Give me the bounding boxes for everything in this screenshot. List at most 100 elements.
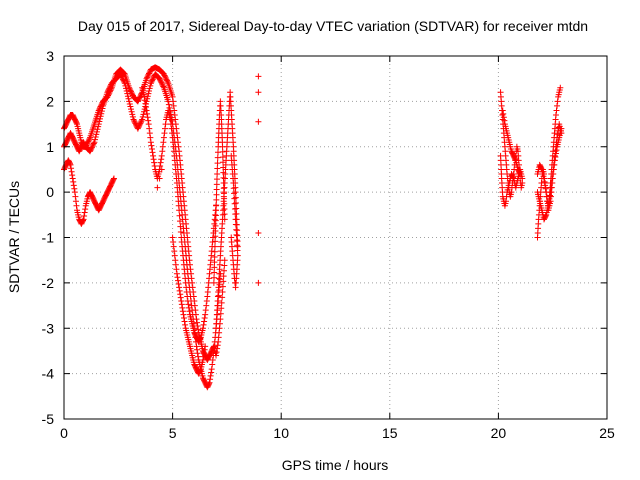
data-point (195, 353, 202, 360)
data-point (181, 315, 188, 322)
x-tick-label: 10 (273, 425, 289, 441)
data-point (200, 353, 207, 360)
data-point (159, 143, 166, 150)
data-point (161, 130, 168, 137)
data-point (208, 366, 215, 373)
data-point (120, 77, 127, 84)
data-point (128, 88, 135, 95)
data-point (195, 326, 202, 333)
data-point (147, 139, 154, 146)
data-point (159, 82, 166, 89)
data-point (165, 98, 172, 105)
data-point (143, 75, 150, 82)
data-point (98, 108, 105, 115)
data-point (70, 182, 77, 189)
data-point (80, 217, 87, 224)
data-point (136, 94, 143, 101)
data-point (232, 194, 239, 201)
data-point (197, 367, 204, 374)
data-point (162, 121, 169, 128)
data-point (104, 89, 111, 96)
data-point (211, 243, 218, 250)
data-point (174, 274, 181, 281)
data-point (95, 123, 102, 130)
data-point (553, 147, 560, 154)
data-point (232, 221, 239, 228)
data-point (221, 267, 228, 274)
data-point (220, 169, 227, 176)
data-point (218, 305, 225, 312)
chart-title: Day 015 of 2017, Sidereal Day-to-day VTE… (78, 18, 588, 34)
data-point (186, 308, 193, 315)
data-point (172, 261, 179, 268)
data-point (219, 143, 226, 150)
data-point (220, 180, 227, 187)
data-point (123, 85, 130, 92)
data-point (135, 124, 142, 131)
data-point (213, 176, 220, 183)
data-point (148, 78, 155, 85)
data-point (207, 372, 214, 379)
data-point (212, 228, 219, 235)
data-point (154, 184, 161, 191)
data-point (136, 121, 143, 128)
data-point (538, 165, 545, 172)
data-point (138, 117, 145, 124)
data-point (553, 107, 560, 114)
data-point (176, 284, 183, 291)
data-point (551, 152, 558, 159)
data-point (117, 71, 124, 78)
data-point (548, 184, 555, 191)
data-point (203, 302, 210, 309)
data-point (201, 315, 208, 322)
data-point (220, 164, 227, 171)
data-point (126, 84, 133, 91)
data-point (71, 185, 78, 192)
data-point (200, 321, 207, 328)
y-tick-label: 0 (46, 184, 54, 200)
data-point (136, 95, 143, 102)
data-point (211, 264, 218, 271)
data-point (126, 86, 133, 93)
data-point (211, 259, 218, 266)
data-point (182, 279, 189, 286)
data-point (147, 82, 154, 89)
data-point (129, 113, 136, 120)
data-point (210, 352, 217, 359)
data-point (105, 86, 112, 93)
data-point (221, 211, 228, 218)
data-point (183, 288, 190, 295)
data-point (88, 144, 95, 151)
data-point (145, 117, 152, 124)
data-point (167, 121, 174, 128)
data-point (80, 216, 87, 223)
data-point (105, 88, 112, 95)
data-point (179, 308, 186, 315)
data-point (161, 72, 168, 79)
data-point (121, 78, 128, 85)
data-point (177, 229, 184, 236)
data-point (150, 152, 157, 159)
data-point (234, 227, 241, 234)
data-point (118, 72, 125, 79)
y-tick-label: -4 (42, 366, 55, 382)
data-point (542, 212, 549, 219)
x-tick-label: 25 (599, 425, 615, 441)
data-point (149, 76, 156, 83)
data-point (557, 84, 564, 91)
data-point (213, 202, 220, 209)
data-point (213, 186, 220, 193)
data-point (128, 106, 135, 113)
data-point (553, 139, 560, 146)
data-point (88, 145, 95, 152)
data-point (178, 298, 185, 305)
data-point (545, 202, 552, 209)
data-point (127, 87, 134, 94)
data-point (126, 100, 133, 107)
data-point (127, 103, 134, 110)
data-point (233, 226, 240, 233)
data-point (107, 82, 114, 89)
data-point (150, 156, 157, 163)
data-point (545, 199, 552, 206)
data-point (147, 80, 154, 87)
